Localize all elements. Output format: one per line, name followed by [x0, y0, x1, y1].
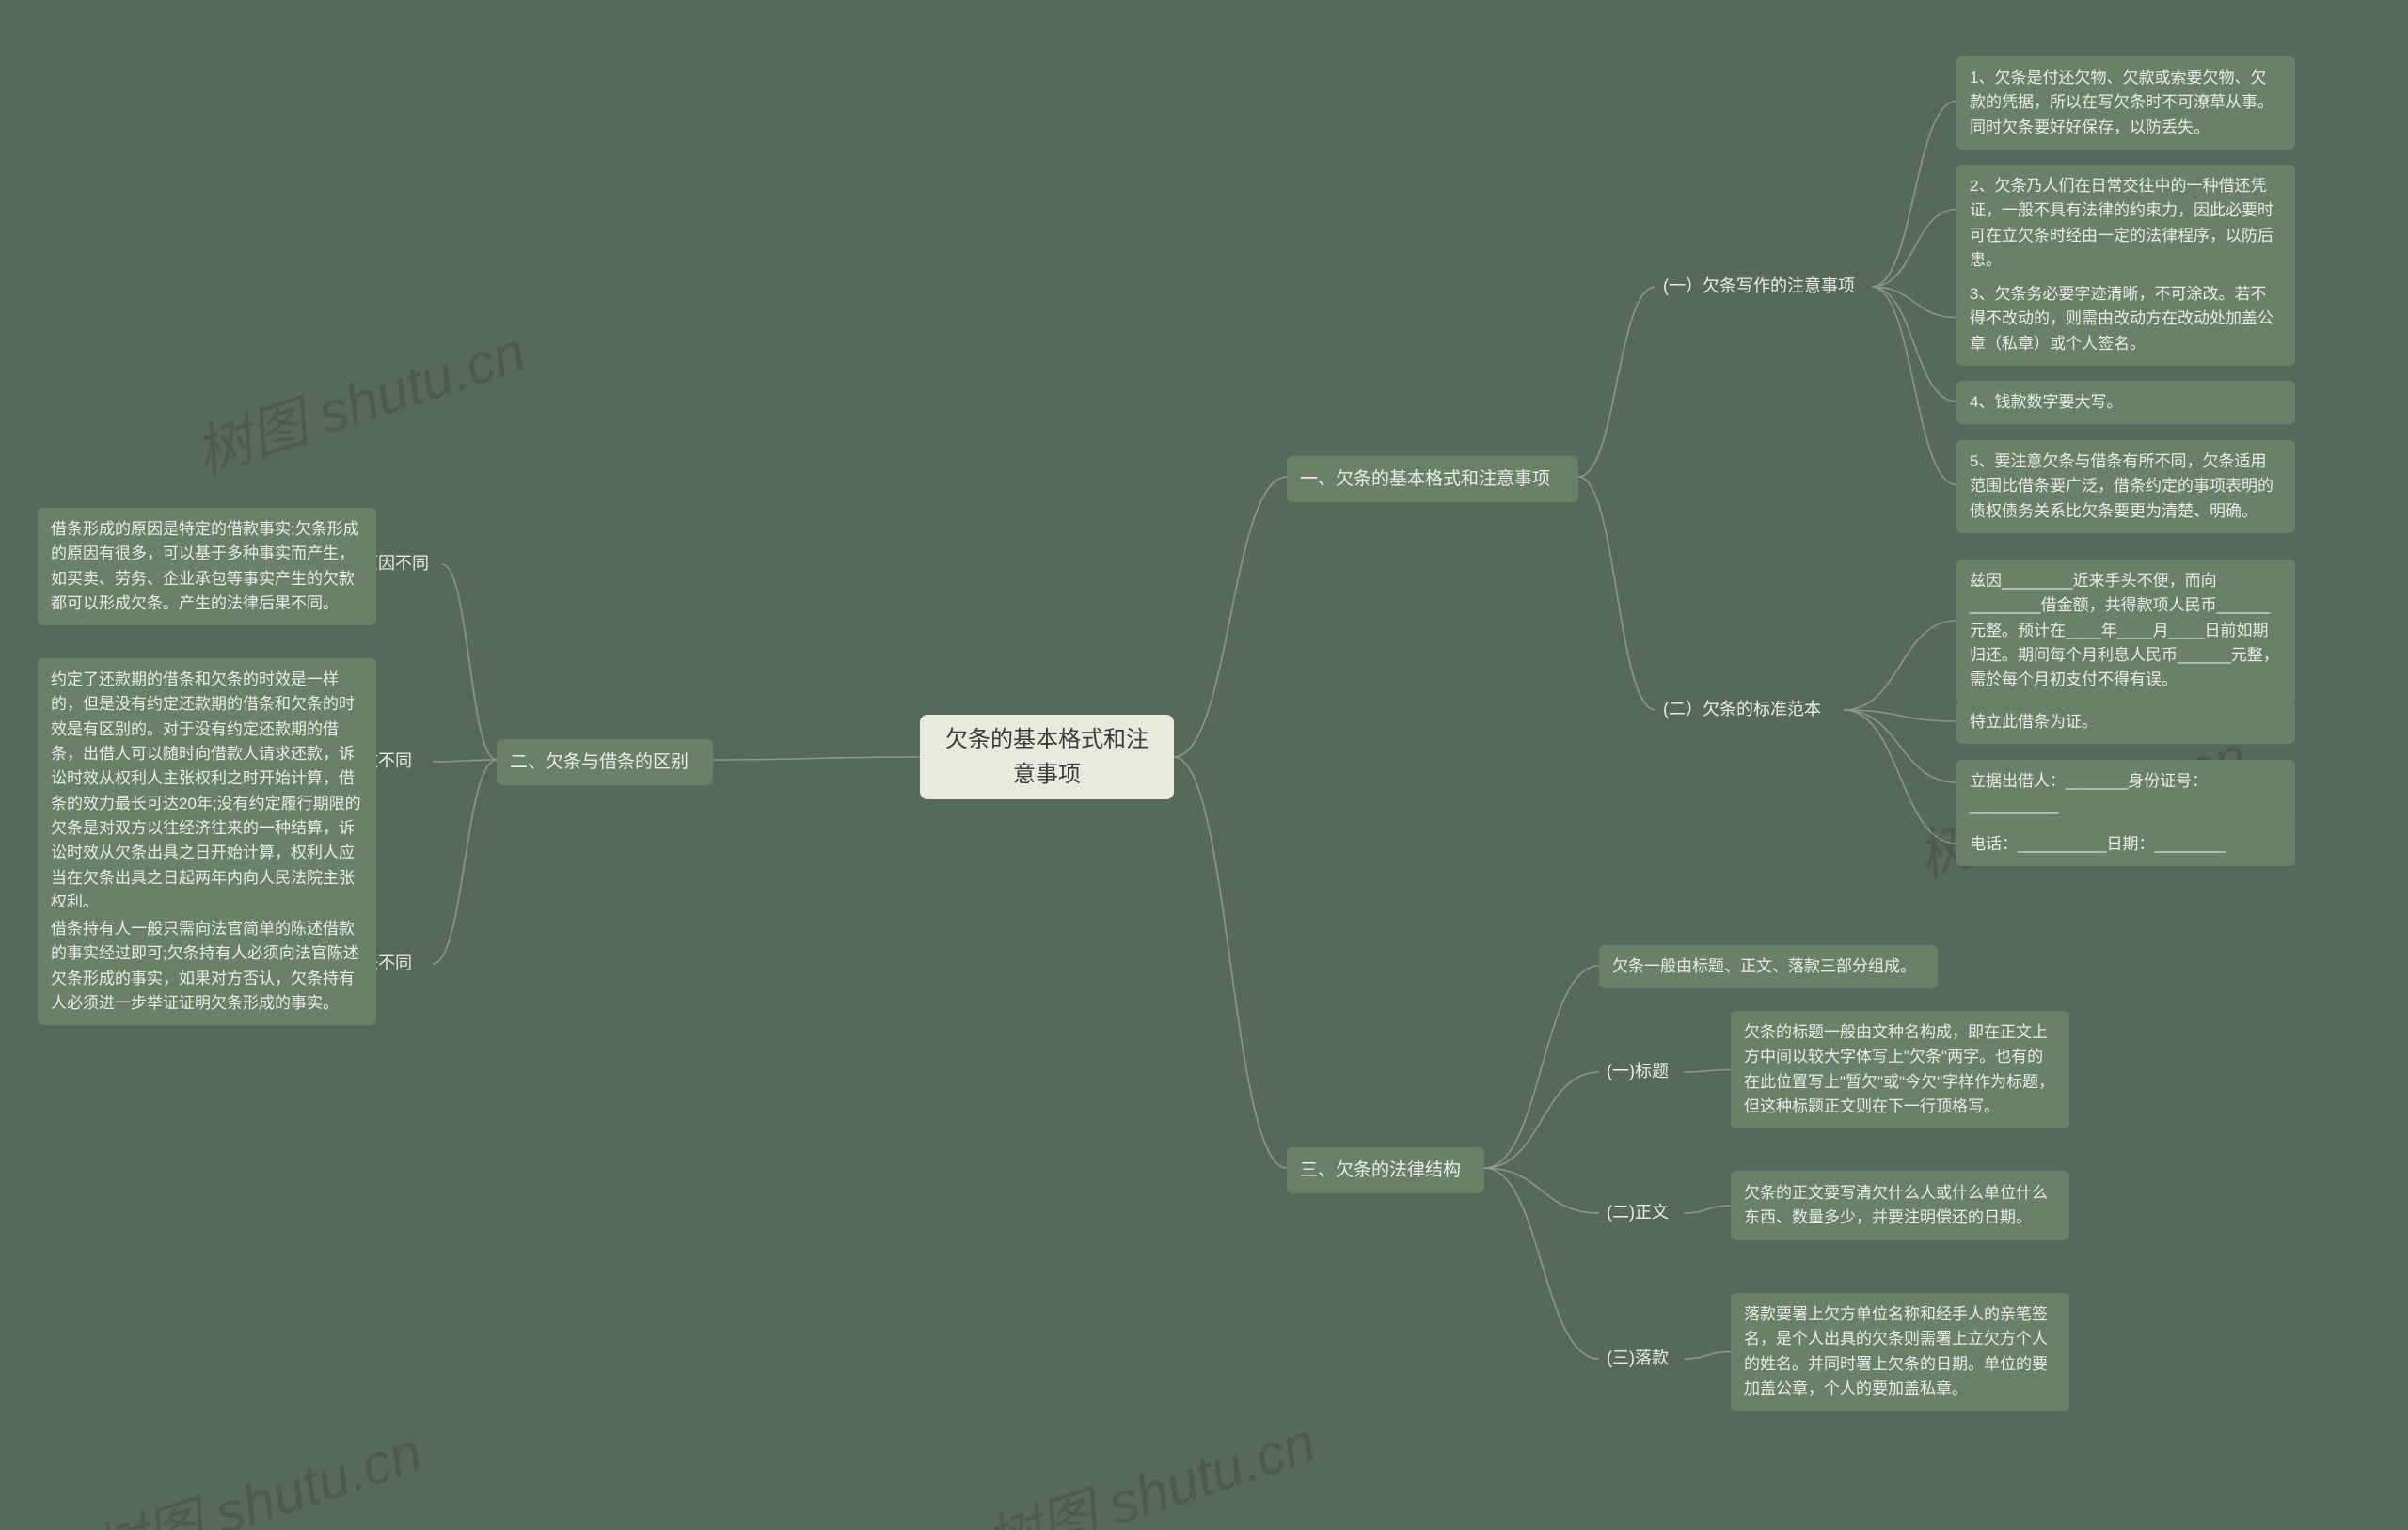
left-leaf-0-label: 借条形成的原因是特定的借款事实;欠条形成的原因有很多，可以基于多种事实而产生，如… [51, 517, 363, 616]
right-branch-0-label: 一、欠条的基本格式和注意事项 [1300, 465, 1550, 493]
right-plain-1-0[interactable]: 欠条一般由标题、正文、落款三部分组成。 [1599, 945, 1938, 988]
right-leaf-0-0-1-label: 2、欠条乃人们在日常交往中的一种借还凭证，一般不具有法律的约束力，因此必要时可在… [1970, 174, 2282, 273]
left-branch[interactable]: 二、欠条与借条的区别 [497, 739, 713, 785]
right-branch-1[interactable]: 三、欠条的法律结构 [1287, 1147, 1484, 1193]
right-sgleaf-1-2-0[interactable]: 落款要署上欠方单位名称和经手人的亲笔签名，是个人出具的欠条则需署上立欠方个人的姓… [1731, 1293, 2069, 1411]
right-leaf-0-1-3-label: 电话：__________日期：________ [1970, 832, 2226, 857]
left-leaf-2-label: 借条持有人一般只需向法官简单的陈述借款的事实经过即可;欠条持有人必须向法官陈述欠… [51, 917, 363, 1016]
right-plain-1-0-label: 欠条一般由标题、正文、落款三部分组成。 [1612, 954, 1916, 979]
right-leaf-0-1-2-label: 立据出借人：_______身份证号：__________ [1970, 769, 2282, 819]
right-subg-1-2[interactable]: (三)落款 [1599, 1340, 1684, 1378]
right-leaf-0-0-3[interactable]: 4、钱款数字要大写。 [1956, 381, 2295, 424]
left-leaf-0[interactable]: 借条形成的原因是特定的借款事实;欠条形成的原因有很多，可以基于多种事实而产生，如… [38, 508, 376, 625]
left-branch-label: 二、欠条与借条的区别 [510, 749, 689, 776]
right-sgleaf-1-0-0[interactable]: 欠条的标题一般由文种名构成，即在正文上方中间以较大字体写上"欠条"两字。也有的在… [1731, 1011, 2069, 1128]
right-leaf-0-0-2[interactable]: 3、欠条务必要字迹清晰，不可涂改。若不得不改动的，则需由改动方在改动处加盖公章（… [1956, 273, 2295, 366]
right-sgleaf-1-1-0-label: 欠条的正文要写清欠什么人或什么单位什么东西、数量多少，并要注明偿还的日期。 [1744, 1181, 2056, 1231]
right-subg-1-1-label: (二)正文 [1607, 1200, 1669, 1226]
right-subg-1-2-label: (三)落款 [1607, 1346, 1669, 1372]
right-leaf-0-0-4[interactable]: 5、要注意欠条与借条有所不同，欠条适用范围比借条要广泛，借条约定的事项表明的债权… [1956, 440, 2295, 533]
right-leaf-0-0-0-label: 1、欠条是付还欠物、欠款或索要欠物、欠款的凭据，所以在写欠条时不可潦草从事。同时… [1970, 66, 2282, 140]
right-subg-1-0-label: (一)标题 [1607, 1059, 1669, 1085]
right-sgleaf-1-0-0-label: 欠条的标题一般由文种名构成，即在正文上方中间以较大字体写上"欠条"两字。也有的在… [1744, 1020, 2056, 1119]
right-leaf-0-0-4-label: 5、要注意欠条与借条有所不同，欠条适用范围比借条要广泛，借条约定的事项表明的债权… [1970, 450, 2282, 524]
right-sub-0-0-label: (一）欠条写作的注意事项 [1663, 274, 1855, 300]
right-sub-0-1-label: (二）欠条的标准范本 [1663, 697, 1821, 723]
right-subg-1-0[interactable]: (一)标题 [1599, 1053, 1684, 1091]
right-leaf-0-1-1-label: 特立此借条为证。 [1970, 710, 2098, 734]
center-label: 欠条的基本格式和注意事项 [941, 722, 1153, 792]
left-leaf-1-label: 约定了还款期的借条和欠条的时效是一样的，但是没有约定还款期的借条和欠条的时效是有… [51, 668, 363, 915]
right-branch-1-label: 三、欠条的法律结构 [1300, 1157, 1461, 1184]
right-leaf-0-1-3[interactable]: 电话：__________日期：________ [1956, 823, 2295, 866]
right-leaf-0-1-1[interactable]: 特立此借条为证。 [1956, 701, 2295, 744]
right-subg-1-1[interactable]: (二)正文 [1599, 1194, 1684, 1232]
right-leaf-0-1-2[interactable]: 立据出借人：_______身份证号：__________ [1956, 760, 2295, 828]
right-sgleaf-1-2-0-label: 落款要署上欠方单位名称和经手人的亲笔签名，是个人出具的欠条则需署上立欠方个人的姓… [1744, 1302, 2056, 1401]
right-leaf-0-1-0[interactable]: 兹因________近来手头不便，而向________借金额，共得款项人民币__… [1956, 560, 2295, 702]
right-sgleaf-1-1-0[interactable]: 欠条的正文要写清欠什么人或什么单位什么东西、数量多少，并要注明偿还的日期。 [1731, 1171, 2069, 1240]
right-sub-0-1[interactable]: (二）欠条的标准范本 [1656, 691, 1844, 729]
right-leaf-0-0-0[interactable]: 1、欠条是付还欠物、欠款或索要欠物、欠款的凭据，所以在写欠条时不可潦草从事。同时… [1956, 56, 2295, 150]
right-branch-0[interactable]: 一、欠条的基本格式和注意事项 [1287, 456, 1578, 502]
right-sub-0-0[interactable]: (一）欠条写作的注意事项 [1656, 268, 1872, 306]
right-leaf-0-1-0-label: 兹因________近来手头不便，而向________借金额，共得款项人民币__… [1970, 569, 2282, 693]
right-leaf-0-0-3-label: 4、钱款数字要大写。 [1970, 390, 2122, 415]
right-leaf-0-0-1[interactable]: 2、欠条乃人们在日常交往中的一种借还凭证，一般不具有法律的约束力，因此必要时可在… [1956, 165, 2295, 282]
right-leaf-0-0-2-label: 3、欠条务必要字迹清晰，不可涂改。若不得不改动的，则需由改动方在改动处加盖公章（… [1970, 282, 2282, 356]
center-topic[interactable]: 欠条的基本格式和注意事项 [920, 715, 1174, 799]
left-leaf-1[interactable]: 约定了还款期的借条和欠条的时效是一样的，但是没有约定还款期的借条和欠条的时效是有… [38, 658, 376, 924]
left-leaf-2[interactable]: 借条持有人一般只需向法官简单的陈述借款的事实经过即可;欠条持有人必须向法官陈述欠… [38, 907, 376, 1025]
